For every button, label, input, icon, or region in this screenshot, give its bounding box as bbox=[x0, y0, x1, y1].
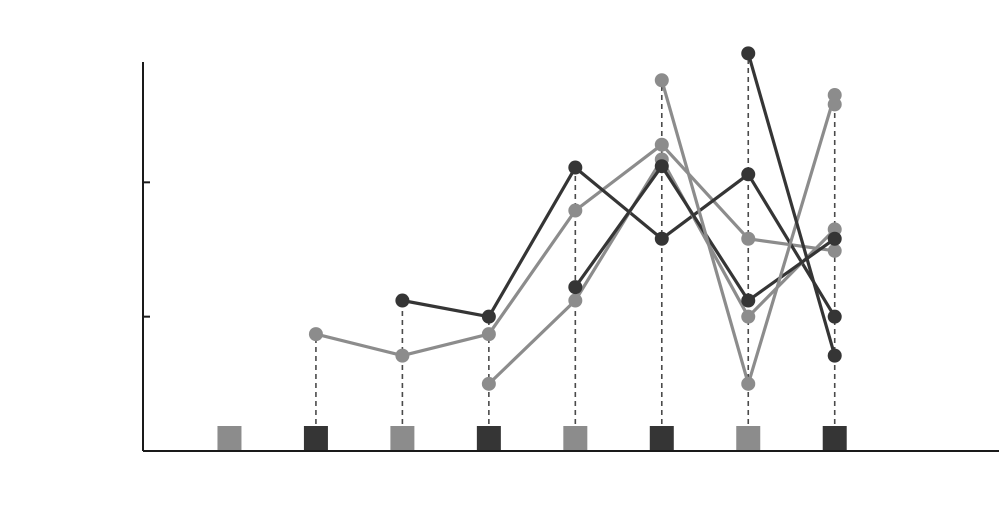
baseline-marker-6 bbox=[649, 426, 674, 450]
series-line-2 bbox=[402, 166, 837, 319]
series-points bbox=[308, 46, 842, 391]
series-7-point-1 bbox=[827, 97, 842, 112]
series-2-point-4 bbox=[654, 231, 669, 246]
series-4-point-3 bbox=[741, 293, 756, 308]
series-1-point-7 bbox=[827, 243, 842, 258]
series-4-point-2 bbox=[654, 159, 669, 174]
series-3-point-2 bbox=[568, 293, 583, 308]
series-5-point-1 bbox=[654, 73, 669, 88]
series-5-point-2 bbox=[741, 376, 756, 391]
series-1-point-5 bbox=[654, 137, 669, 152]
series-line-6 bbox=[746, 52, 837, 357]
series-2-point-2 bbox=[481, 309, 496, 324]
series-1-point-1 bbox=[308, 327, 323, 342]
series-6-point-1 bbox=[741, 46, 756, 61]
baseline-marker-7 bbox=[736, 426, 761, 450]
series-2-point-1 bbox=[395, 293, 410, 308]
baseline-marker-2 bbox=[303, 426, 328, 450]
series-1-point-3 bbox=[481, 327, 496, 342]
series-1-point-4 bbox=[568, 203, 583, 218]
series-1-point-6 bbox=[741, 231, 756, 246]
series-4-point-1 bbox=[568, 280, 583, 295]
baseline-marker-3 bbox=[390, 426, 415, 450]
axis-ticks bbox=[143, 181, 150, 318]
series-lines bbox=[315, 52, 837, 386]
series-2-point-3 bbox=[568, 160, 583, 175]
baseline-markers bbox=[217, 426, 847, 450]
series-6-point-2 bbox=[827, 348, 842, 363]
stem-lines bbox=[315, 53, 836, 451]
series-1-point-2 bbox=[395, 348, 410, 363]
series-4-point-4 bbox=[827, 231, 842, 246]
series-2-point-5 bbox=[741, 167, 756, 182]
baseline-marker-4 bbox=[476, 426, 501, 450]
baseline-marker-1 bbox=[217, 426, 242, 450]
series-3-point-4 bbox=[741, 309, 756, 324]
series-3-point-1 bbox=[481, 376, 496, 391]
series-2-point-6 bbox=[827, 309, 842, 324]
baseline-marker-8 bbox=[822, 426, 847, 450]
axes bbox=[142, 62, 999, 452]
baseline-marker-5 bbox=[563, 426, 588, 450]
